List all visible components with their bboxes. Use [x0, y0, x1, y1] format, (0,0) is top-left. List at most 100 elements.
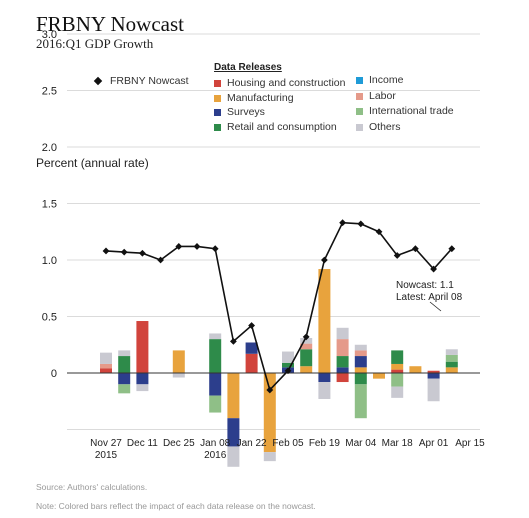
bar-surveys: [227, 418, 240, 447]
bar-retail-and-consumption: [282, 362, 294, 368]
y-tick-label: 2.0: [42, 142, 57, 154]
bar-labor: [336, 339, 349, 357]
bar-retail-and-consumption: [300, 349, 313, 367]
annotation-pointer: [429, 301, 442, 312]
bar-manufacturing: [409, 366, 422, 373]
bar-retail-and-consumption: [336, 356, 349, 368]
legend-item-income: Income: [356, 74, 403, 86]
y-tick-label: 0.5: [42, 312, 57, 324]
bar-manufacturing: [318, 269, 331, 373]
nowcast-point: [357, 220, 365, 228]
bar-retail-and-consumption: [118, 356, 131, 373]
nowcast-point: [230, 337, 237, 345]
bar-manufacturing: [373, 373, 385, 379]
bar-surveys: [318, 373, 331, 383]
bar-surveys: [354, 356, 367, 368]
bar-group: [100, 269, 458, 467]
legend-label-retail: Retail and consumption: [227, 121, 337, 133]
x-tick-label: Dec 25: [163, 438, 195, 449]
bar-international-trade: [354, 384, 367, 419]
legend-item-trade: International trade: [356, 105, 454, 117]
bar-retail-and-consumption: [445, 361, 458, 368]
x-tick-label: Jan 08: [200, 438, 230, 449]
bar-others: [336, 327, 349, 340]
legend-item-others: Others: [356, 121, 401, 133]
y-axis-label: Percent (annual rate): [36, 156, 149, 170]
nowcast-point: [211, 245, 219, 253]
nowcast-point: [393, 252, 401, 259]
bar-others: [354, 344, 367, 351]
x-tick-label: Feb 19: [309, 438, 341, 449]
chart-title: FRBNY Nowcast: [36, 12, 184, 36]
nowcast-point: [139, 249, 146, 257]
nowcast-point: [157, 256, 164, 264]
bar-manufacturing: [445, 367, 458, 373]
bar-surveys: [336, 367, 349, 373]
nowcast-point: [266, 386, 274, 394]
bar-others: [445, 349, 458, 355]
nowcast-point: [412, 245, 419, 253]
x-tick-label: Feb 05: [272, 438, 304, 449]
legend-swatch-housing: [214, 79, 221, 87]
bar-manufacturing: [300, 366, 313, 373]
x-tick-year: 2016: [204, 450, 227, 461]
x-tick-label: Mar 18: [382, 438, 414, 449]
legend-item-manufacturing: Manufacturing: [214, 92, 294, 104]
x-tick-label: Apr 15: [455, 438, 485, 449]
bar-international-trade: [445, 354, 458, 362]
nowcast-point: [375, 228, 383, 236]
bar-housing-and-construction: [427, 370, 440, 373]
bar-housing-and-construction: [136, 321, 149, 373]
legend-item-housing: Housing and construction: [214, 77, 346, 89]
bar-international-trade: [118, 384, 131, 394]
bar-international-trade: [209, 395, 222, 413]
bar-housing-and-construction: [336, 373, 349, 383]
bar-others: [391, 386, 404, 398]
nowcast-line-group: [102, 219, 456, 394]
legend-label-income: Income: [369, 74, 404, 86]
y-tick-labels: 3.53.02.52.01.51.00.50-1.0: [42, 29, 57, 380]
bar-others: [282, 351, 294, 363]
bar-others: [209, 333, 222, 340]
x-tick-label: Apr 01: [419, 438, 449, 449]
legend-swatch-manufacturing: [214, 94, 221, 102]
bar-manufacturing: [227, 373, 240, 419]
legend-swatch-surveys: [214, 108, 221, 116]
gridlines: [67, 33, 480, 430]
bar-surveys: [118, 373, 131, 385]
legend-swatch-income: [356, 76, 363, 84]
nowcast-point: [193, 243, 201, 250]
bar-surveys: [427, 373, 440, 379]
nowcast-point: [430, 265, 437, 273]
y-tick-label: 3.0: [42, 29, 57, 41]
nowcast-point: [284, 367, 292, 375]
legend-swatch-retail: [214, 123, 221, 131]
legend-item-labor: Labor: [356, 90, 396, 102]
bar-retail-and-consumption: [209, 339, 222, 373]
legend-label-housing: Housing and construction: [227, 77, 346, 89]
legend-header: Data Releases: [214, 62, 282, 73]
legend-swatch-trade: [356, 107, 363, 115]
nowcast-line: [105, 221, 453, 392]
bar-manufacturing: [172, 350, 185, 373]
bar-surveys: [245, 342, 258, 354]
bar-others: [136, 384, 149, 392]
bar-labor: [354, 350, 367, 357]
x-tick-label: Jan 22: [237, 438, 267, 449]
nowcast-chart: 3.53.02.52.01.51.00.50-1.0 Nov 272015Dec…: [42, 29, 485, 467]
legend-item-surveys: Surveys: [214, 106, 265, 118]
bar-retail-and-consumption: [391, 350, 404, 364]
nowcast-point: [302, 333, 310, 341]
bar-others: [172, 373, 185, 378]
bar-manufacturing: [391, 363, 404, 370]
legend-label-trade: International trade: [369, 105, 454, 117]
nowcast-point: [175, 243, 183, 250]
bar-surveys: [136, 373, 149, 385]
nowcast-annotation-date: Latest: April 08: [396, 292, 463, 303]
nowcast-point: [448, 245, 456, 253]
legend-label-manufacturing: Manufacturing: [227, 92, 294, 104]
nowcast-point: [339, 219, 346, 227]
bar-labor: [300, 343, 313, 350]
bar-surveys: [209, 373, 222, 396]
